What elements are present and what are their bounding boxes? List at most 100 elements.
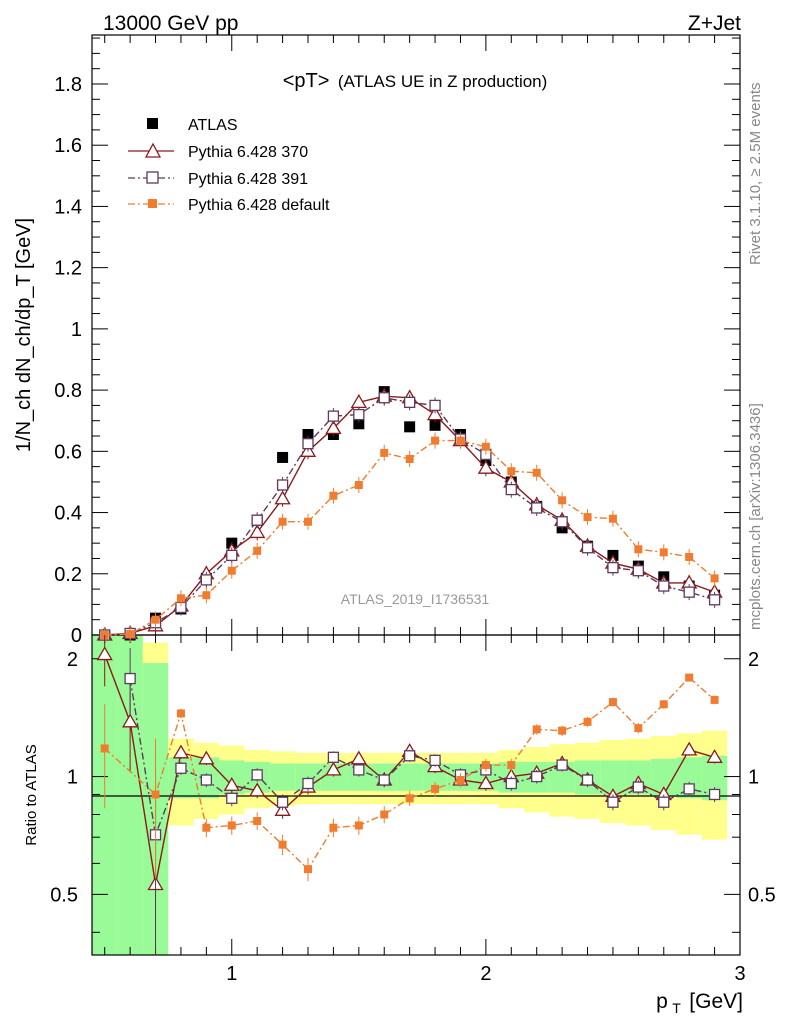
series-1-point-7 [274, 490, 291, 505]
series-2-point-8 [302, 438, 314, 450]
legend-label-atlas: ATLAS [188, 117, 238, 134]
band-inner-12 [396, 763, 423, 791]
x-axis-label-unit: [GeV] [689, 990, 743, 1013]
legend-entry-370: Pythia 6.428 370 [128, 142, 308, 161]
series-2-point-22 [658, 580, 670, 592]
ratio-series-1-point-5 [226, 792, 238, 804]
ratio-series-1-point-19 [581, 774, 594, 786]
ratio-series-2-point-7 [278, 840, 287, 849]
ratio-series-1-point-4 [200, 774, 213, 786]
series-2-point-11 [378, 392, 390, 404]
ratio-series-1-point-6 [251, 769, 263, 781]
ratio-series-2-point-18 [558, 726, 567, 735]
series-0-point-7 [277, 451, 289, 463]
series-3-point-12 [405, 454, 414, 463]
series-3-point-5 [227, 566, 236, 575]
legend-label-default: Pythia 6.428 default [188, 197, 330, 214]
ratio-series-2-point-0 [100, 744, 109, 753]
ratio-series-1-point-22 [658, 796, 670, 808]
y-tick-label-0: 0 [71, 625, 82, 647]
process-label: Z+Jet [688, 12, 741, 35]
series-2-point-19 [581, 542, 594, 554]
series-1-point-6 [249, 524, 266, 539]
ratio-series-0-point-3 [172, 744, 190, 759]
mcplots-label: mcplots.cern.ch [arXiv:1306.3436] [747, 403, 764, 630]
legend: ATLAS Pythia 6.428 370 Pythia 6.428 391 … [128, 117, 330, 214]
ratio-series-1-point-24 [708, 788, 721, 801]
series-3-point-11 [380, 448, 389, 457]
ratio-series-1-point-21 [632, 781, 645, 793]
ratio-series-0-point-24 [706, 749, 723, 763]
series-1-point-13 [426, 406, 444, 421]
series-3-point-14 [456, 436, 465, 445]
ratio-series-0-point-4 [198, 750, 215, 765]
series-3-point-24 [710, 574, 719, 583]
series-3-point-10 [354, 481, 363, 489]
series-3-point-7 [278, 517, 287, 526]
ratio-series-2-point-12 [405, 794, 414, 803]
ratio-tick-label-left-0: 0.5 [50, 884, 78, 906]
ratio-series-0-point-9 [325, 761, 342, 776]
ratio-series-1-point-20 [607, 796, 619, 808]
legend-label-370: Pythia 6.428 370 [188, 144, 308, 161]
ratio-tick-label-right-1: 1 [748, 767, 759, 789]
ratio-series-2-point-24 [710, 695, 719, 704]
series-0-point-10 [353, 418, 365, 430]
y-tick-label-9: 1.8 [54, 74, 82, 96]
ratio-series-0-point-15 [477, 775, 495, 790]
ratio-series-1-point-12 [403, 750, 416, 762]
ratio-series-2-point-20 [608, 698, 617, 707]
legend-marker-default [148, 199, 157, 208]
series-2-point-5 [226, 549, 238, 562]
ratio-series-1-point-9 [327, 751, 340, 763]
series-2-point-13 [429, 399, 441, 412]
chart-title-main: <pT> [283, 70, 330, 92]
series-3-point-3 [176, 594, 185, 603]
ratio-series-2-point-23 [685, 673, 694, 682]
ratio-series-1-point-13 [429, 754, 441, 767]
ratio-series-2-point-5 [227, 821, 236, 830]
ratio-tick-label-right-0: 0.5 [748, 884, 776, 906]
series-2-point-23 [683, 586, 695, 598]
y-tick-label-3: 0.6 [54, 441, 82, 463]
series-3-point-17 [532, 468, 541, 477]
x-axis-label-main: p [656, 990, 668, 1013]
ratio-series-2-point-9 [329, 823, 338, 832]
series-3-point-18 [558, 496, 567, 505]
ratio-series-1-point-7 [276, 796, 289, 808]
ratio-series-2-point-13 [431, 784, 440, 793]
series-3-point-4 [202, 591, 211, 600]
series-3-point-16 [507, 467, 516, 476]
legend-marker-370 [144, 142, 162, 158]
x-axis-label: p T [GeV] [656, 990, 743, 1017]
ratio-series-2-point-6 [253, 816, 262, 825]
legend-entry-default: Pythia 6.428 default [128, 197, 330, 214]
series-2-point-7 [276, 479, 289, 491]
series-0-point-13 [429, 419, 441, 431]
series-1-point-9 [325, 420, 342, 435]
ratio-y-axis-label: Ratio to ATLAS [23, 744, 40, 845]
ratio-series-1-point-16 [505, 777, 517, 790]
ratio-series-2-point-8 [304, 865, 312, 874]
series-2-point-9 [327, 410, 340, 422]
y-tick-label-2: 0.4 [54, 503, 82, 525]
series-2-point-10 [353, 408, 365, 421]
series-3-point-1 [126, 630, 135, 639]
watermark: ATLAS_2019_I1736531 [341, 591, 490, 607]
ratio-series-1-point-17 [531, 770, 543, 783]
ratio-series-2-point-17 [532, 725, 541, 734]
series-3-point-2 [151, 615, 160, 624]
series-2-point-4 [200, 574, 213, 586]
series-0-point-8 [302, 428, 314, 440]
ratio-series-2-point-14 [456, 775, 465, 784]
series-3-point-19 [583, 513, 592, 522]
series-2-point-21 [632, 565, 645, 577]
ratio-series-1-point-8 [302, 777, 314, 790]
ratio-series-2-point-11 [380, 810, 389, 819]
series-3-point-23 [685, 552, 694, 561]
ratio-frame [91, 634, 741, 956]
collision-label: 13000 GeV pp [103, 12, 238, 35]
series-3-point-6 [253, 546, 262, 555]
rivet-label: Rivet 3.1.10, ≥ 2.5M events [747, 83, 764, 266]
